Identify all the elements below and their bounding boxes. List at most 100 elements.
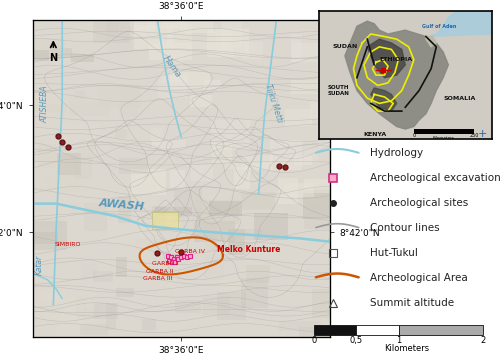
Bar	[47, 293, 57, 320]
Text: Hut-Tukul: Hut-Tukul	[370, 248, 418, 258]
Bar	[284, 184, 314, 197]
Bar	[39, 291, 64, 302]
Bar	[152, 206, 166, 227]
Bar	[71, 54, 94, 62]
Bar	[414, 129, 474, 134]
Bar	[170, 170, 185, 189]
Bar	[74, 23, 98, 40]
Text: Katar: Katar	[34, 255, 43, 275]
Bar	[45, 175, 87, 191]
Bar	[118, 196, 131, 223]
Text: Tiiku Metti: Tiiku Metti	[263, 83, 284, 123]
Bar	[119, 89, 138, 117]
Bar	[284, 204, 324, 219]
Bar	[82, 263, 97, 278]
Bar	[22, 281, 60, 295]
Bar	[242, 191, 275, 210]
Bar	[191, 165, 212, 181]
Bar	[194, 221, 235, 242]
Bar	[304, 178, 346, 190]
Bar	[202, 296, 230, 315]
Bar	[196, 199, 238, 224]
Bar	[28, 50, 48, 62]
Bar	[291, 80, 330, 94]
Polygon shape	[426, 11, 492, 37]
Bar	[86, 28, 97, 53]
Bar	[116, 257, 127, 277]
Bar	[220, 280, 244, 290]
Bar	[147, 18, 188, 28]
Bar	[204, 255, 225, 280]
Text: Hydrology: Hydrology	[370, 148, 423, 158]
Bar	[167, 40, 184, 70]
Bar	[258, 251, 290, 266]
Text: Archeological sites: Archeological sites	[370, 198, 468, 208]
Bar	[311, 188, 342, 214]
Bar	[292, 43, 328, 62]
Bar	[204, 80, 220, 90]
Text: Gulf of Aden: Gulf of Aden	[422, 24, 457, 29]
Bar	[242, 155, 273, 170]
Text: Archeological Area: Archeological Area	[370, 273, 468, 283]
Bar	[314, 325, 356, 335]
Bar	[34, 232, 58, 244]
Bar	[210, 120, 250, 150]
Polygon shape	[426, 37, 436, 47]
Bar	[38, 144, 56, 168]
Bar	[151, 129, 164, 144]
Text: SOUTH
SUDAN: SOUTH SUDAN	[328, 85, 349, 96]
Bar	[31, 104, 67, 112]
Bar	[235, 229, 262, 240]
Bar	[319, 137, 334, 150]
Bar	[294, 156, 312, 165]
Bar	[92, 14, 130, 43]
Bar	[225, 163, 268, 169]
Text: ATISHEBA: ATISHEBA	[40, 86, 50, 123]
Bar	[310, 101, 324, 119]
Bar	[57, 304, 82, 335]
Bar	[79, 139, 94, 164]
Bar	[106, 14, 119, 34]
Bar	[398, 325, 483, 335]
Bar	[246, 265, 270, 283]
Bar	[76, 296, 87, 320]
Bar	[32, 38, 65, 59]
Bar	[270, 140, 302, 170]
Bar	[98, 85, 141, 109]
Bar	[284, 109, 312, 126]
Bar	[71, 203, 108, 215]
Bar	[356, 325, 399, 335]
Bar	[205, 224, 216, 251]
Bar	[182, 205, 222, 233]
Bar	[13, 127, 58, 134]
Bar	[190, 96, 212, 106]
Bar	[74, 161, 92, 179]
Bar	[250, 193, 266, 213]
Text: Hama: Hama	[162, 54, 183, 79]
Bar	[134, 25, 173, 49]
Bar	[167, 24, 192, 49]
Bar	[176, 300, 201, 313]
Text: KENYA: KENYA	[364, 132, 387, 137]
Text: 0,5: 0,5	[350, 336, 363, 345]
Text: AWASH: AWASH	[98, 198, 145, 212]
Bar	[218, 292, 246, 320]
Text: N: N	[50, 53, 58, 63]
Bar	[229, 194, 273, 208]
Bar	[80, 324, 108, 335]
Polygon shape	[345, 21, 449, 129]
Bar	[212, 143, 232, 163]
Bar	[58, 307, 100, 318]
Text: 0: 0	[312, 336, 316, 345]
Bar	[69, 92, 87, 112]
Bar	[84, 203, 107, 231]
Bar	[38, 77, 78, 90]
Bar	[254, 213, 288, 240]
Bar	[152, 140, 186, 148]
Bar	[234, 167, 250, 189]
Bar	[60, 125, 100, 146]
Text: Kilometers: Kilometers	[384, 344, 430, 353]
Text: Contour lines: Contour lines	[370, 223, 440, 233]
Bar	[302, 193, 336, 219]
Text: 250: 250	[470, 133, 479, 138]
